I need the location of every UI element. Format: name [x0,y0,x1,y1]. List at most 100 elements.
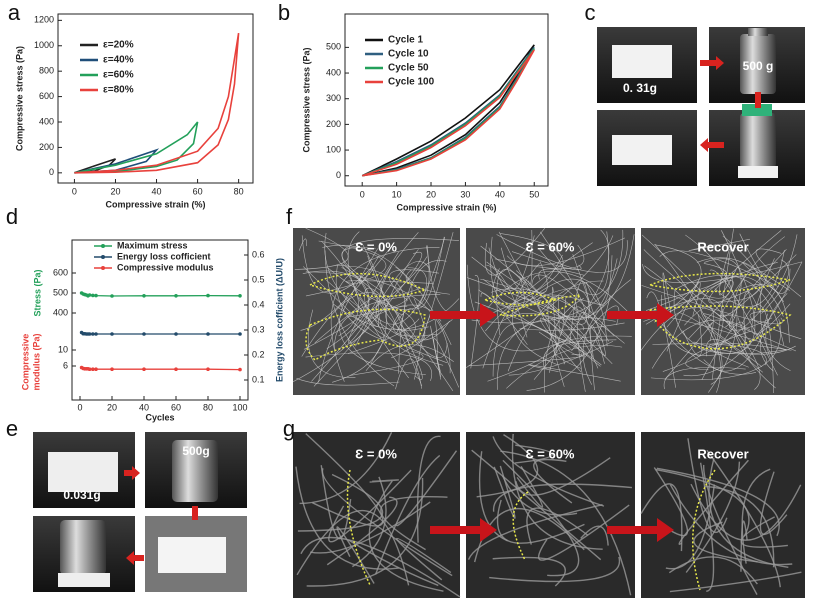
fiber [580,525,609,546]
fiber [433,338,460,388]
fiber [538,318,582,357]
y-tick-label: 0 [336,170,341,180]
fiber [369,479,399,483]
series-line [74,121,199,174]
series-marker [110,367,114,372]
fiber [527,364,621,382]
fiber [703,464,758,595]
fiber [737,284,790,343]
y-tick-label: 1000 [34,40,54,50]
fiber [533,458,573,504]
panel-label: d [6,204,18,229]
series-marker [91,332,95,336]
x-axis-label: Compressive strain (%) [105,199,205,209]
x-tick-label: 40 [495,189,505,199]
fiber [539,231,609,295]
x-tick-label: 20 [110,186,120,196]
fiber [668,556,758,585]
fiber [703,485,775,568]
fiber [512,263,558,366]
fiber [652,343,767,366]
fiber [655,468,750,537]
fiber [515,444,553,464]
fiber [729,249,787,331]
legend-label: Cycle 1 [388,35,423,46]
y-tick-label: 500 [326,42,341,52]
sem-label: Ɛ = 60% [526,446,575,461]
fiber [718,248,737,296]
fiber [334,264,406,334]
fiber [496,499,585,544]
fiber [665,484,716,570]
series-marker [87,332,92,336]
fiber [742,261,790,293]
fiber [506,344,623,389]
fiber [721,254,797,317]
fiber [300,244,394,331]
fiber [651,319,751,369]
fiber [488,235,535,291]
fiber [500,313,613,365]
fiber [487,332,560,382]
y-tick-label: 0 [49,167,54,177]
series-marker [94,332,98,336]
fiber [643,249,733,328]
fiber [339,293,426,375]
fiber [391,319,453,359]
fiber [533,229,610,380]
fiber [765,293,788,361]
fiber [511,433,603,550]
fiber [553,339,617,369]
fiber [749,310,802,340]
series-line [74,32,240,174]
fiber [693,341,796,355]
fiber [740,516,788,548]
y-tick-label: 1200 [34,15,54,25]
plot-frame [344,13,549,187]
fiber [690,483,802,541]
fiber [666,281,701,352]
fiber [313,252,423,387]
legend-label: Energy loss cofficient [117,251,211,261]
fiber [335,265,388,342]
fiber [408,236,445,309]
y-modulus-axis-label: modulus (Pa) [31,333,41,390]
fiber [302,270,387,314]
legend-label: ε=20% [103,40,134,51]
fiber [471,229,624,324]
fiber [502,459,580,577]
photo-label: 500g [182,444,209,458]
fiber [653,467,688,537]
series-marker [110,332,114,336]
sem-images [292,227,805,598]
fiber [751,258,791,335]
legend-label: ε=60% [103,70,134,81]
fiber [326,267,370,349]
fiber [531,274,615,336]
fiber [540,231,587,325]
fiber [364,277,450,341]
fiber [688,238,751,251]
x-tick-label: 80 [234,186,244,196]
fiber [700,262,778,346]
fiber [678,459,749,545]
legend-marker [101,266,105,270]
fiber [506,288,590,320]
x-tick-label: 60 [171,402,181,412]
fiber [351,476,387,568]
y2-tick-label: 0.3 [252,324,265,334]
y2-tick-label: 0.5 [252,274,265,284]
series-marker [174,294,178,298]
fiber [755,248,802,298]
legend-label: Cycle 100 [388,77,435,88]
y-modulus-tick-label: 10 [58,344,68,354]
y2-axis-label: Energy loss cofficient (ΔU/U) [274,258,284,382]
legend-label: Cycle 10 [388,49,429,60]
fiber [306,477,424,587]
fiber [659,250,779,288]
fiber [641,234,761,390]
series-marker [87,367,92,372]
fiber [400,324,448,358]
fiber [485,242,593,332]
fiber [348,266,413,318]
